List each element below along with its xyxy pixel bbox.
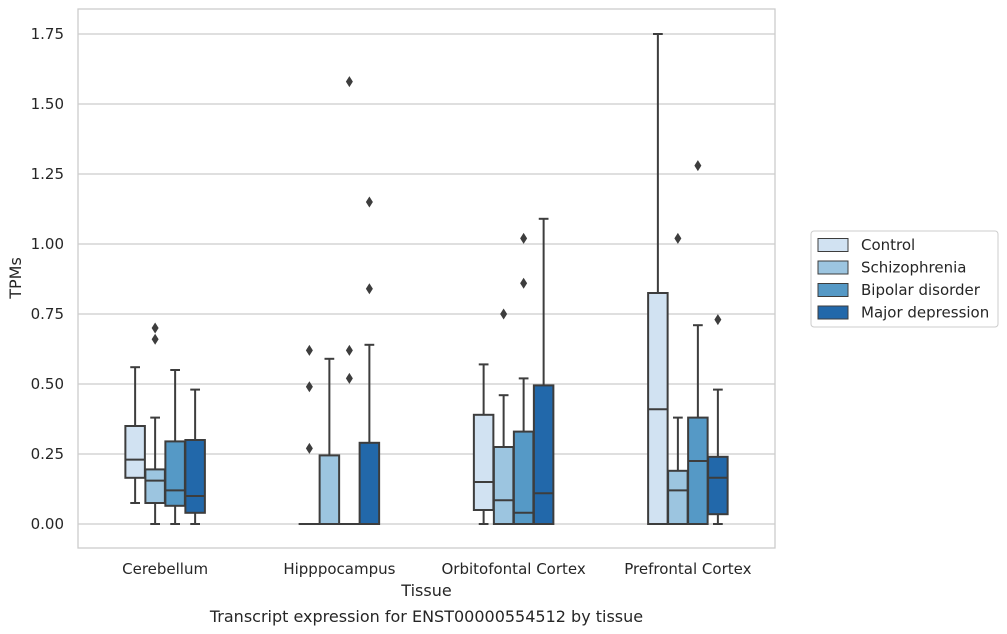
outlier-point bbox=[365, 196, 373, 208]
iqr-box bbox=[512, 430, 535, 526]
outlier-point bbox=[714, 314, 722, 326]
box-schizophrenia bbox=[667, 232, 689, 525]
outlier-point bbox=[694, 160, 702, 172]
iqr-box bbox=[687, 416, 709, 526]
outlier-point bbox=[345, 372, 353, 384]
iqr-box bbox=[358, 441, 381, 525]
outlier-point bbox=[500, 308, 508, 320]
y-tick-label: 1.25 bbox=[31, 165, 64, 183]
outlier-point bbox=[151, 322, 159, 334]
outlier-point bbox=[520, 277, 528, 289]
iqr-box bbox=[472, 413, 495, 511]
chart-caption: Transcript expression for ENST0000055451… bbox=[209, 607, 643, 626]
outlier-point bbox=[365, 283, 373, 295]
y-tick-label: 1.50 bbox=[31, 95, 64, 113]
iqr-box bbox=[707, 455, 729, 516]
iqr-box bbox=[164, 440, 186, 507]
legend-swatch bbox=[817, 260, 849, 275]
x-tick-label: Orbitofontal Cortex bbox=[442, 560, 586, 578]
box-control bbox=[647, 33, 669, 525]
x-tick-labels: Cerebellum Hipppocampus Orbitofontal Corte… bbox=[122, 560, 751, 578]
boxes bbox=[124, 33, 729, 526]
plot-frame bbox=[77, 8, 776, 549]
y-tick-label: 0.50 bbox=[31, 375, 64, 393]
y-tick-labels: 0.00 0.25 0.50 0.75 1.00 1.25 1.50 1.75 bbox=[31, 25, 64, 533]
legend: Control Schizophrenia Bipolar disorder Majo… bbox=[810, 230, 999, 328]
y-tick-label: 1.00 bbox=[31, 235, 64, 253]
outlier-point bbox=[151, 333, 159, 345]
box-bipolar-disorder bbox=[164, 369, 186, 525]
x-tick-label: Hipppocampus bbox=[283, 560, 395, 578]
iqr-box bbox=[532, 384, 555, 525]
outlier-point bbox=[305, 442, 313, 454]
outlier-point bbox=[305, 344, 313, 356]
box-major-depression bbox=[184, 388, 206, 525]
box-major-depression bbox=[358, 196, 381, 525]
legend-swatch bbox=[817, 305, 849, 320]
box-schizophrenia bbox=[144, 322, 166, 525]
legend-label: Schizophrenia bbox=[861, 259, 966, 277]
x-axis-label: Tissue bbox=[400, 581, 451, 600]
outlier-point bbox=[305, 381, 313, 393]
outlier-point bbox=[345, 76, 353, 88]
y-tick-label: 0.00 bbox=[31, 515, 64, 533]
x-tick-label: Cerebellum bbox=[122, 560, 208, 578]
x-tick-label: Prefrontal Cortex bbox=[624, 560, 751, 578]
legend-label: Control bbox=[861, 236, 915, 254]
outlier-point bbox=[520, 232, 528, 244]
box-schizophrenia bbox=[318, 357, 341, 525]
box-control bbox=[124, 366, 146, 504]
y-tick-label: 1.75 bbox=[31, 25, 64, 43]
y-tick-label: 0.75 bbox=[31, 305, 64, 323]
iqr-box bbox=[144, 468, 166, 504]
legend-swatch bbox=[817, 238, 849, 252]
box-major-depression bbox=[707, 314, 729, 525]
legend-label: Bipolar disorder bbox=[861, 281, 981, 299]
iqr-box bbox=[184, 439, 206, 514]
legend-label: Major depression bbox=[861, 304, 989, 322]
box-schizophrenia bbox=[492, 308, 515, 525]
box-major-depression bbox=[532, 217, 555, 525]
legend-swatch bbox=[817, 283, 849, 297]
y-axis-label: TPMs bbox=[6, 257, 25, 300]
iqr-box bbox=[124, 425, 146, 479]
box-bipolar-disorder bbox=[338, 76, 361, 526]
legend-frame bbox=[810, 230, 999, 328]
outlier-point bbox=[345, 344, 353, 356]
iqr-box bbox=[492, 446, 515, 525]
iqr-box bbox=[667, 469, 689, 525]
outlier-point bbox=[674, 232, 682, 244]
y-tick-label: 0.25 bbox=[31, 445, 64, 463]
iqr-box bbox=[318, 454, 341, 525]
